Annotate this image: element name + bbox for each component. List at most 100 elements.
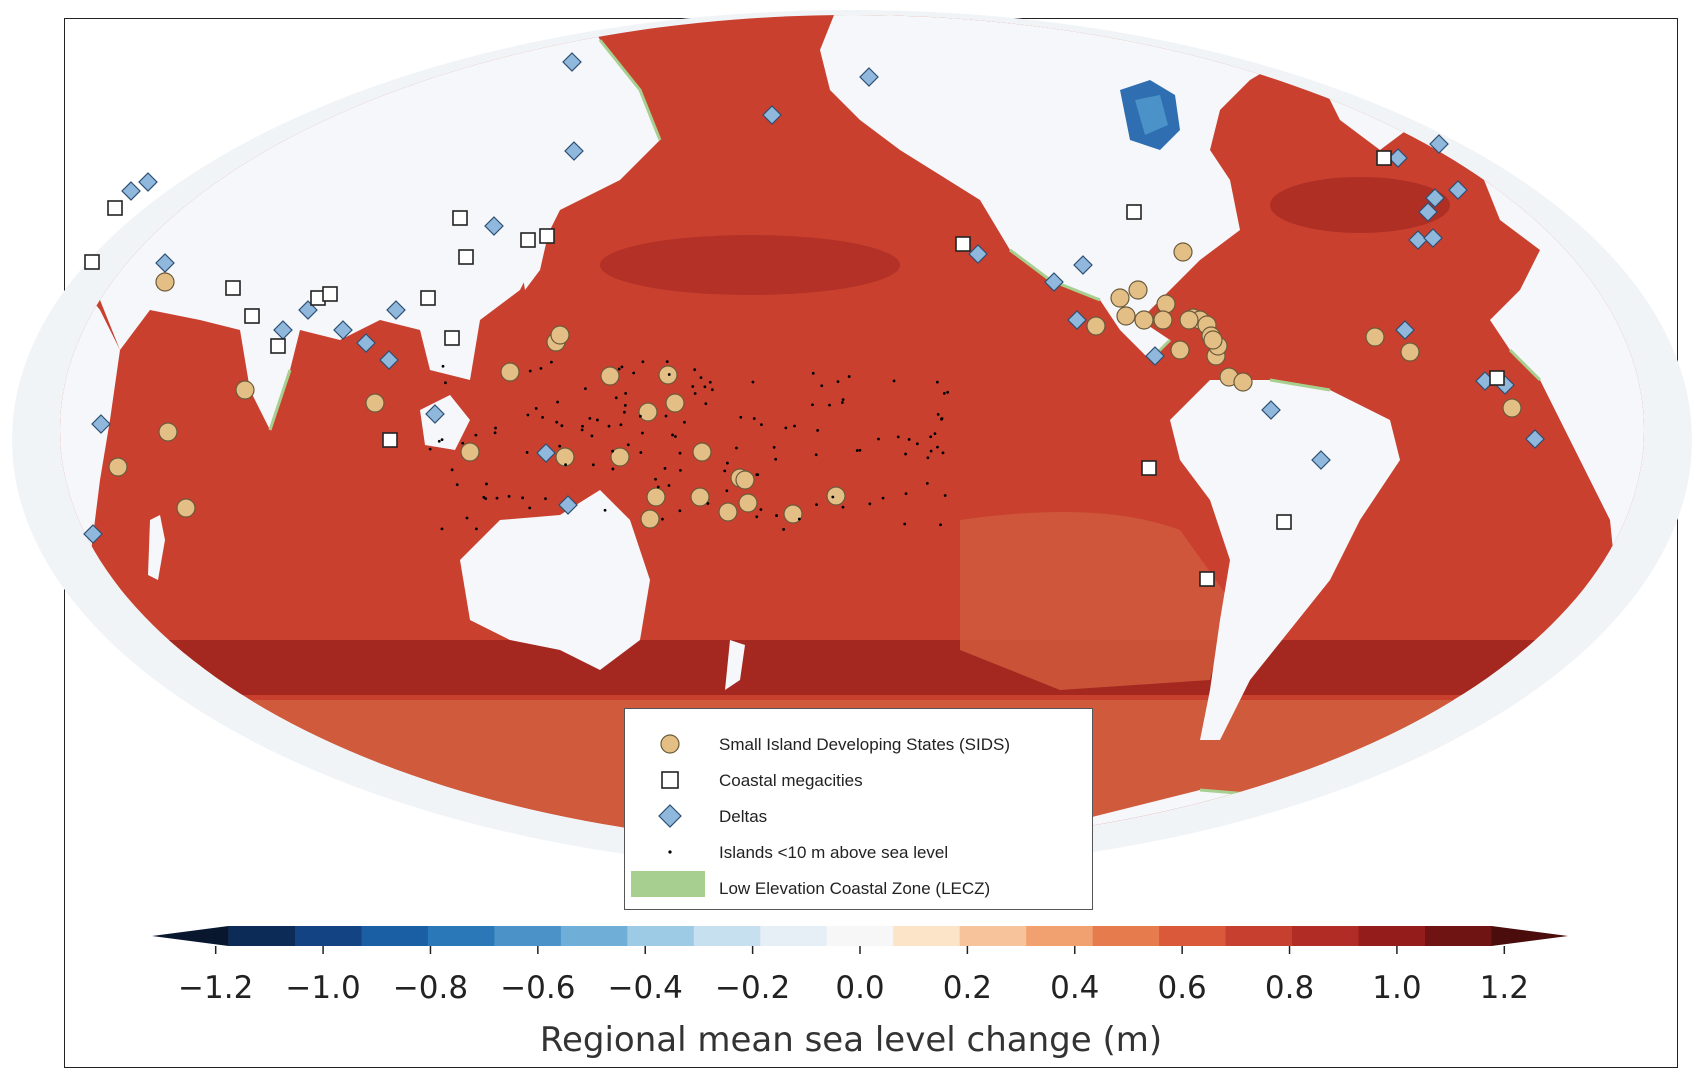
south-america [1170,380,1400,740]
legend-label-megacities: Coastal megacities [719,771,863,790]
island-dot [904,492,908,495]
island-dot [723,469,727,473]
island-dot [441,364,445,368]
sids-marker [783,504,803,524]
island-dot [428,447,432,451]
colorbar-tick-label: −1.0 [285,970,361,1006]
delta-marker [333,320,353,340]
sids-marker [826,486,846,506]
sids-marker [1400,342,1420,362]
island-dot [603,508,607,512]
island-dot [654,477,657,481]
megacity-marker [452,210,468,226]
markers-layer [83,52,1545,587]
island-dot [775,514,778,517]
delta-marker [1429,134,1449,154]
legend-item-megacities: Coastal megacities [625,765,1092,795]
island-dot [619,423,623,427]
island-dot [940,417,944,420]
island-dot [760,423,763,427]
island-dot [560,424,564,428]
colorbar-tick-label: 0.8 [1264,970,1315,1006]
island-dot [556,400,560,404]
island-dot [755,515,759,519]
colorbar-tick-label: −0.8 [392,970,469,1006]
delta-marker [968,244,988,264]
colorbar-tick-label: 0.4 [1050,970,1100,1006]
island-dot [641,360,645,364]
island-dot [534,406,538,410]
australia [460,490,650,670]
megacity-marker [444,330,460,346]
delta-marker [1418,202,1438,222]
square-icon [661,771,679,789]
delta-marker [1145,346,1165,366]
delta-marker [1067,310,1087,330]
colorbar-bin [826,926,894,946]
island-dot [555,420,559,424]
island-dot [855,449,859,452]
delta-marker [1525,429,1545,449]
colorbar-bin [1159,926,1227,946]
delta-marker [1388,148,1408,168]
island-dot [671,433,674,437]
sids-marker [1179,310,1199,330]
megacity-marker [322,286,338,302]
island-dot [678,451,682,455]
island-dot [558,444,562,448]
island-dot [455,483,459,487]
island-dot [943,494,947,497]
sids-marker [555,447,575,467]
delta-marker [91,414,111,434]
island-dot [811,403,814,407]
dot-icon [668,850,672,854]
megacity-marker [1276,514,1292,530]
island-dot [474,527,478,531]
island-dot [660,517,664,521]
island-dot [623,410,626,414]
island-dot [784,426,788,430]
island-dot [440,527,444,531]
colorbar-bin [1225,926,1293,946]
island-dot [485,482,488,486]
colorbar-bin [1358,926,1426,946]
delta-marker [762,105,782,125]
island-dot [617,367,621,371]
island-dot [925,481,929,485]
island-dot [797,517,801,521]
legend-item-lecz: Low Elevation Coastal Zone (LECZ) [625,867,1092,907]
colorbar-bin [1026,926,1094,946]
island-dot [936,413,940,416]
colorbar-tick-label: −0.4 [607,970,683,1006]
island-dot [811,371,815,375]
megacity-marker [955,236,971,252]
megacity-marker [1376,150,1392,166]
megacity-marker [520,232,536,248]
delta-marker [386,300,406,320]
island-dot [820,384,824,388]
island-dot [507,494,511,498]
sids-marker [500,362,520,382]
island-dot [623,404,627,407]
sids-marker [1233,372,1253,392]
island-dot [759,508,763,511]
sids-marker [1502,398,1522,418]
island-dot [847,375,851,378]
island-dot [708,380,712,384]
megacity-marker [1489,370,1505,386]
megacity-marker [420,290,436,306]
sids-marker [1365,327,1385,347]
megacity-marker [270,338,286,354]
legend-item-deltas: Deltas [625,801,1092,831]
colorbar-bin [1425,926,1493,946]
sids-marker [1116,306,1136,326]
diamond-icon [658,804,682,828]
island-dot [474,433,478,437]
legend-label-sids: Small Island Developing States (SIDS) [719,735,1011,754]
megacity-marker [84,254,100,270]
megacity-marker [382,432,398,448]
island-dot [942,391,946,395]
legend-item-islands: Islands <10 m above sea level [625,837,1092,867]
island-dot [595,418,599,422]
